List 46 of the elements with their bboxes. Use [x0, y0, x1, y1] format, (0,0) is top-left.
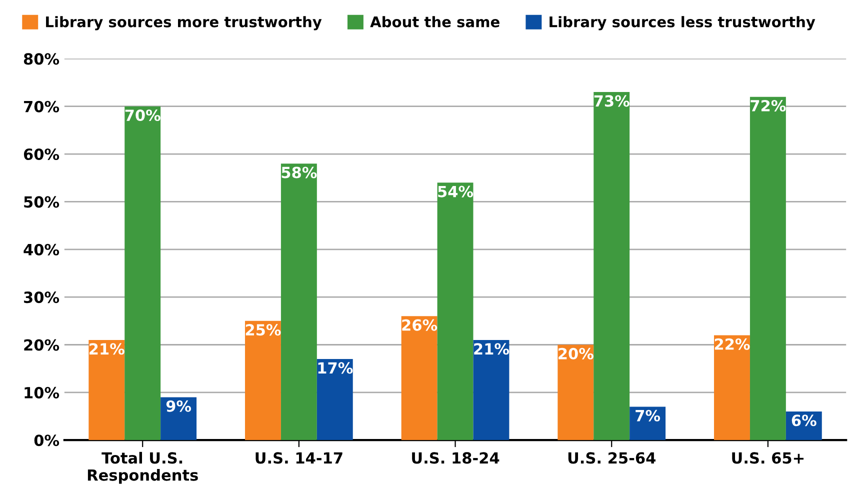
y-tick-label: 30% [24, 292, 60, 304]
data-label: 20% [558, 348, 594, 360]
legend-label: About the same [370, 16, 500, 28]
bar [437, 182, 474, 440]
legend-label: Library sources less trustworthy [550, 16, 816, 30]
data-label: 17% [318, 362, 353, 374]
bar [401, 316, 438, 440]
data-label: 26% [402, 319, 438, 331]
bar [244, 320, 281, 440]
bar [124, 106, 161, 440]
y-tick-label: 80% [24, 53, 60, 65]
data-label: 54% [438, 186, 474, 198]
legend-label: Library sources more trustworthy [46, 16, 322, 30]
bar [160, 397, 197, 440]
data-label: 70% [125, 109, 160, 122]
data-label: 6% [792, 414, 816, 426]
data-label: 25% [246, 324, 281, 336]
data-label: 22% [714, 338, 750, 350]
data-label: 73% [594, 95, 630, 107]
y-tick-label: 0% [34, 434, 60, 446]
data-label: 21% [90, 343, 124, 355]
bar [280, 164, 317, 440]
bar [473, 340, 510, 440]
x-tick-label: U.S. 18-24 [412, 452, 500, 464]
x-tick-label: U.S. 14-17 [256, 452, 342, 464]
y-tick-label: 70% [24, 100, 60, 112]
data-label: 7% [636, 410, 660, 422]
data-label: 21% [474, 343, 510, 355]
bar [558, 344, 594, 440]
x-tick-label: Total U.S. Respondents [88, 452, 198, 484]
x-tick-label: U.S. 65+ [732, 452, 804, 464]
y-tick-label: 60% [24, 148, 60, 160]
bar [316, 359, 353, 440]
data-label: 9% [166, 400, 192, 412]
y-tick-label: 20% [24, 339, 60, 351]
bar [594, 92, 630, 440]
y-tick-label: 40% [24, 244, 60, 256]
data-label: 72% [750, 100, 786, 112]
data-label: 58% [282, 166, 317, 178]
bar [88, 340, 125, 440]
y-tick-label: 50% [24, 196, 60, 208]
bar [630, 406, 666, 440]
y-tick-label: 10% [24, 386, 60, 398]
x-tick-label: U.S. 25-64 [568, 452, 656, 464]
bar [714, 335, 750, 440]
bar [750, 96, 786, 440]
